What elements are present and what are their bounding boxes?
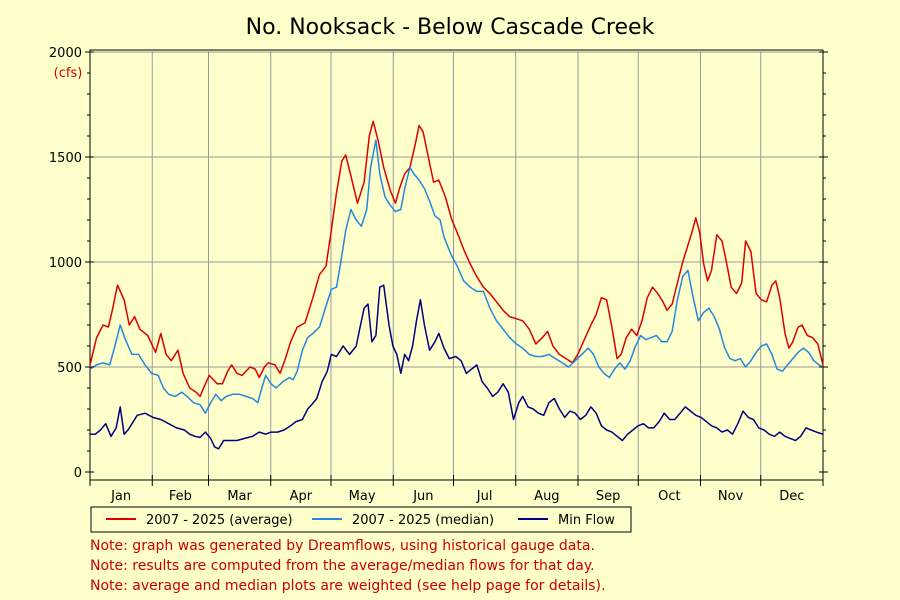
x-tick-label-jul: Jul <box>476 489 493 504</box>
x-tick-label-oct: Oct <box>658 489 680 504</box>
y-tick-label-2000: 2000 <box>49 46 82 61</box>
x-tick-label-aug: Aug <box>534 489 559 504</box>
legend: 2007 - 2025 (average) 2007 - 2025 (median… <box>90 506 632 533</box>
x-tick-label-jun: Jun <box>412 489 433 504</box>
series-line-2 <box>90 284 824 450</box>
x-tick-label-mar: Mar <box>227 489 252 504</box>
legend-label-2: Min Flow <box>558 513 615 528</box>
series-lines <box>89 120 824 450</box>
x-tick-label-dec: Dec <box>779 489 804 504</box>
x-tick-label-sep: Sep <box>596 489 621 504</box>
x-tick-label-may: May <box>349 489 376 504</box>
notes: Note: graph was generated by Dreamflows,… <box>90 538 605 594</box>
chart-title: No. Nooksack - Below Cascade Creek <box>246 15 655 40</box>
note-line-1: Note: graph was generated by Dreamflows,… <box>90 538 595 554</box>
note-line-3: Note: average and median plots are weigh… <box>90 578 605 594</box>
x-tick-label-nov: Nov <box>718 489 744 504</box>
y-tick-label-1000: 1000 <box>49 256 82 271</box>
axes: 0 500 1000 1500 2000 Jan Feb Mar Apr May Jun Jul Aug… <box>49 46 828 504</box>
legend-label-0: 2007 - 2025 (average) <box>146 513 293 528</box>
x-tick-label-jan: Jan <box>110 489 131 504</box>
legend-label-1: 2007 - 2025 (median) <box>352 513 494 528</box>
y-tick-label-0: 0 <box>74 466 82 481</box>
x-tick-label-apr: Apr <box>290 489 313 504</box>
y-axis-unit: (cfs) <box>54 66 83 81</box>
series-line-1 <box>89 139 824 414</box>
y-tick-label-500: 500 <box>57 361 82 376</box>
series-line-0 <box>89 120 824 398</box>
grid <box>90 50 823 480</box>
note-line-2: Note: results are computed from the aver… <box>90 558 595 574</box>
x-tick-label-feb: Feb <box>169 489 192 504</box>
y-tick-label-1500: 1500 <box>49 151 82 166</box>
